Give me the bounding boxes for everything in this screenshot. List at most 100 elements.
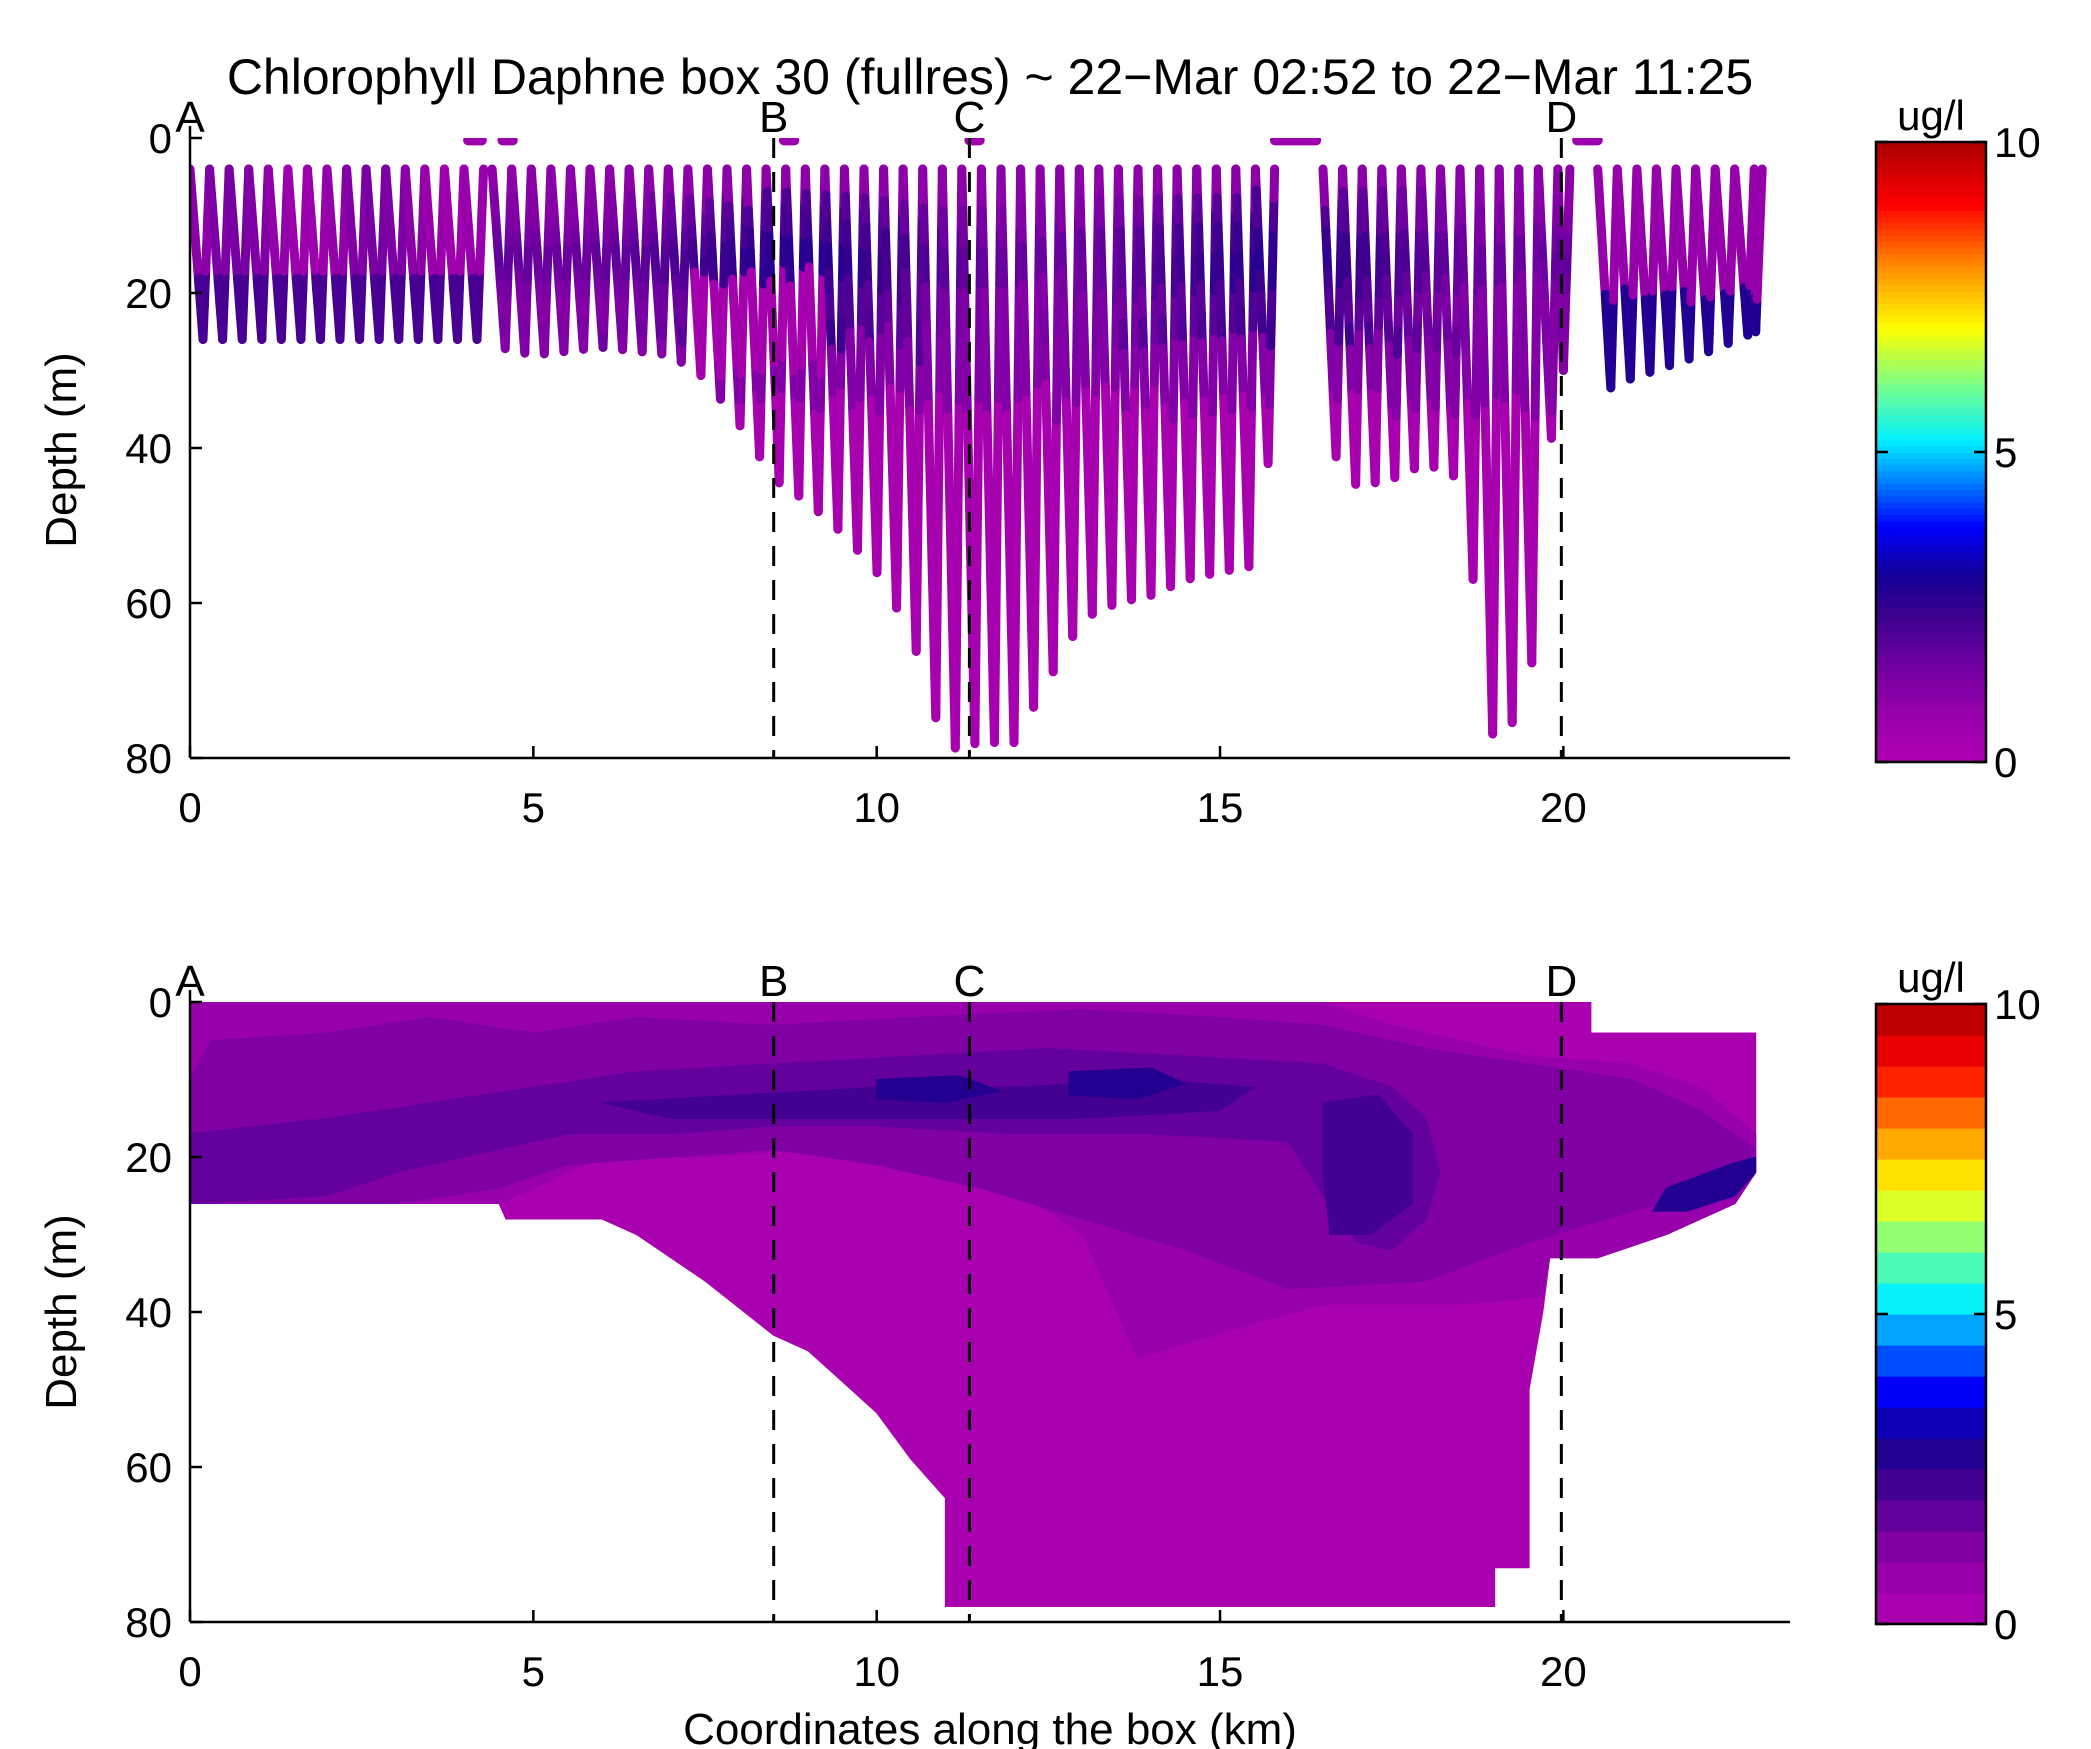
cast-segment [1238, 391, 1249, 430]
cast-segment [1266, 282, 1277, 321]
cast-segment [1518, 340, 1529, 386]
cast-segment [1522, 482, 1533, 527]
cast-segment [1331, 423, 1342, 462]
cast-segment [1101, 413, 1112, 454]
top-cbar-cell [1876, 340, 1986, 348]
top-cbar-cell [1876, 396, 1986, 404]
cast-segment [1481, 447, 1492, 497]
cast-segment [1002, 410, 1012, 461]
cast-segment [925, 478, 936, 527]
cast-segment [1199, 396, 1210, 435]
cast-segment [1147, 505, 1157, 558]
bottom-xlabel: Coordinates along the box (km) [683, 1705, 1297, 1749]
cast-segment [1189, 287, 1200, 338]
cast-segment [759, 250, 769, 289]
top-cbar-cell [1876, 142, 1986, 149]
cast-segment [1374, 290, 1384, 331]
cast-segment [864, 308, 875, 347]
cast-segment [915, 309, 926, 367]
cast-segment [1264, 400, 1274, 439]
cast-segment [1215, 279, 1226, 317]
cast-segment [1059, 331, 1070, 374]
top-cbar-cell [1876, 383, 1986, 391]
cast-segment [1072, 304, 1082, 361]
cast-segment [817, 267, 828, 311]
top-cbar-cell [1876, 675, 1986, 683]
top-cbar-cell [1876, 600, 1986, 608]
cast-segment [913, 502, 923, 560]
cast-segment [959, 246, 970, 297]
cast-segment [971, 566, 982, 634]
top-cbar-cell [1876, 421, 1986, 428]
top-cbar-cell [1876, 607, 1986, 614]
cast-segment [839, 164, 850, 201]
cast-segment [1469, 492, 1479, 543]
top-ytick-label: 60 [125, 580, 172, 627]
cast-segment [1080, 355, 1091, 397]
top-cbar-cell [1876, 594, 1986, 602]
top-data-layer [190, 138, 1767, 753]
cast-segment [1511, 330, 1522, 395]
cast-segment [1138, 316, 1149, 357]
cast-segment [1208, 326, 1219, 377]
top-cbar-label: ug/l [1897, 92, 1965, 139]
cast-segment [931, 658, 941, 723]
cast-segment [1098, 289, 1108, 330]
cast-segment [1211, 164, 1222, 203]
top-cbar-cell [1876, 166, 1986, 174]
cast-segment [1000, 328, 1011, 379]
cast-segment [875, 325, 886, 376]
cast-segment [1136, 255, 1147, 296]
top-cbar-cell [1876, 359, 1986, 366]
cast-segment [1033, 325, 1043, 389]
cast-segment [880, 195, 890, 237]
top-cbar-cell [1876, 731, 1986, 738]
cast-segment [1334, 308, 1344, 347]
cast-segment [1515, 199, 1526, 245]
top-cbar-cell [1876, 557, 1986, 565]
cast-segment [1516, 235, 1527, 280]
cast-segment [887, 446, 898, 487]
cast-segment [855, 355, 866, 403]
cast-segment [1392, 318, 1403, 359]
cast-segment [1457, 223, 1468, 262]
cast-segment [903, 336, 914, 381]
cast-segment [1079, 323, 1090, 365]
cast-segment [1371, 415, 1381, 456]
cast-segment [1194, 222, 1204, 261]
cast-segment [999, 287, 1010, 338]
cast-segment [990, 680, 1000, 747]
bottom-cbar-cell [1876, 1035, 1986, 1067]
top-cbar-cell [1876, 520, 1986, 528]
top-cbar-cell [1876, 241, 1986, 249]
cast-segment [1207, 407, 1217, 458]
cast-segment [1081, 387, 1092, 428]
cast-segment [1016, 164, 1026, 212]
cast-segment [1003, 492, 1014, 543]
cast-segment [845, 327, 856, 365]
cast-segment [1029, 595, 1040, 658]
cast-segment [1335, 250, 1346, 289]
cast-segment [867, 424, 878, 462]
cast-segment [798, 262, 808, 305]
top-cbar-cell [1876, 483, 1986, 490]
cast-segment [1394, 257, 1404, 297]
cast-segment [1503, 520, 1513, 569]
cast-segment [1499, 362, 1510, 411]
cast-segment [1130, 336, 1140, 389]
cast-segment [981, 369, 992, 420]
cast-segment [982, 410, 993, 461]
top-cbar-cell [1876, 210, 1986, 218]
cast-segment [1432, 313, 1442, 353]
cast-segment [1507, 662, 1518, 728]
cast-segment [1450, 379, 1460, 419]
cast-segment [1017, 202, 1027, 251]
cast-segment [1091, 298, 1102, 352]
cast-segment [1460, 311, 1471, 350]
bottom-xtick-label: 5 [522, 1648, 545, 1695]
cast-segment [996, 164, 1007, 215]
cast-segment [777, 321, 787, 362]
cast-segment [843, 273, 854, 310]
top-cbar-cell [1876, 619, 1986, 627]
